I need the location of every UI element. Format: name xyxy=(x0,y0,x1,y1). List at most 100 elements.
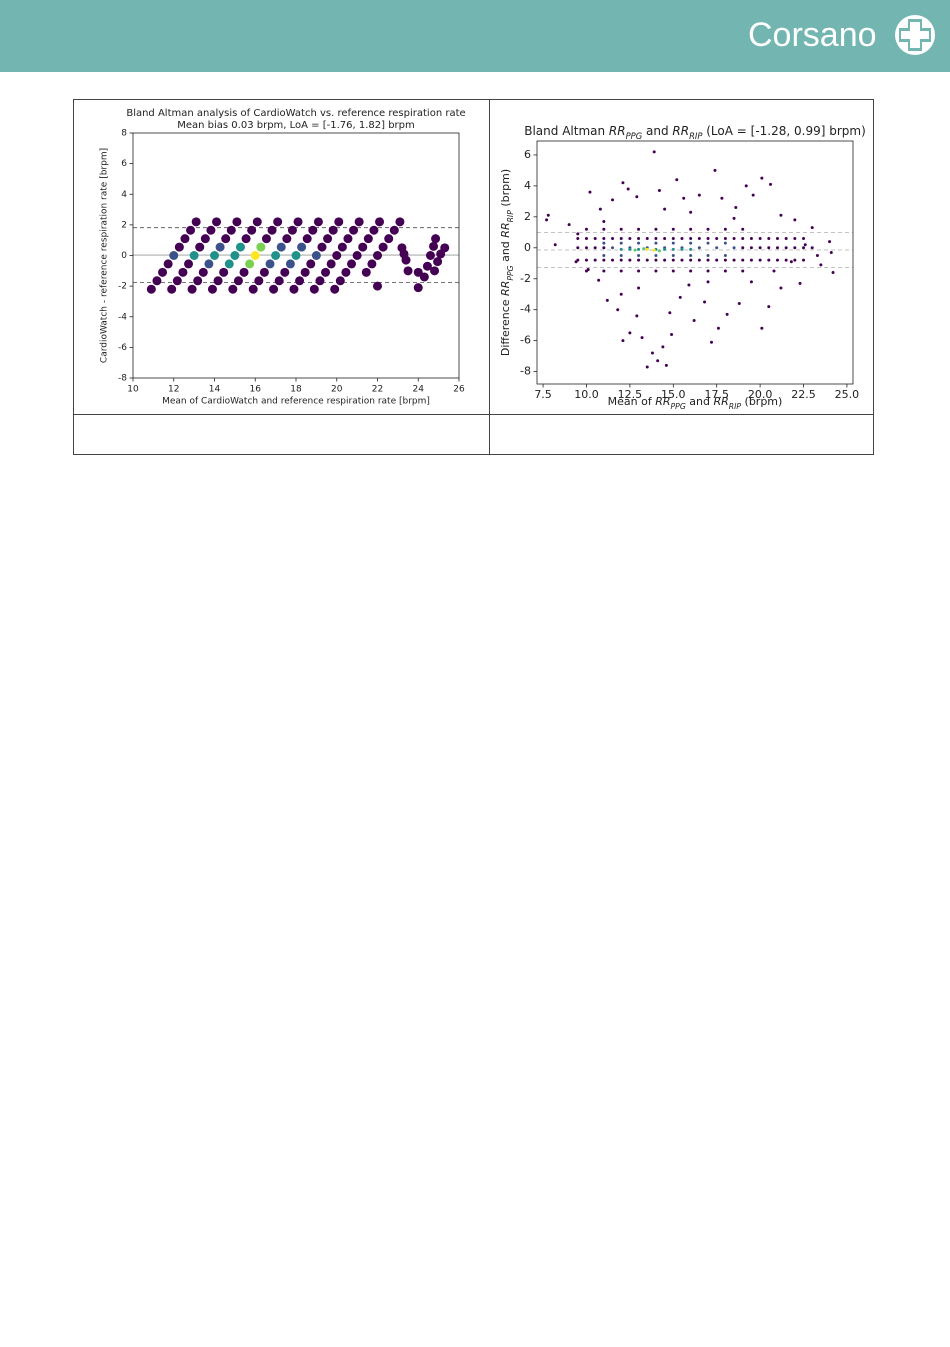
y-tick-label: -6 xyxy=(118,343,127,353)
scatter-point xyxy=(741,246,745,250)
scatter-point xyxy=(680,258,684,262)
scatter-point xyxy=(274,276,284,286)
scatter-point xyxy=(703,300,707,304)
scatter-point xyxy=(261,234,271,244)
scatter-point xyxy=(212,217,222,227)
scatter-point xyxy=(656,359,660,363)
scatter-point xyxy=(602,269,606,273)
scatter-point xyxy=(273,217,283,227)
scatter-point xyxy=(715,258,719,262)
scatter-point xyxy=(663,247,667,251)
scatter-point xyxy=(654,227,658,231)
scatter-point xyxy=(265,259,275,269)
scatter-point xyxy=(215,242,225,252)
scatter-point xyxy=(373,281,382,291)
scatter-point xyxy=(637,241,641,245)
scatter-point xyxy=(198,267,208,277)
scatter-point xyxy=(311,251,321,260)
scatter-point xyxy=(343,234,353,244)
x-axis-label: Mean of CardioWatch and reference respir… xyxy=(162,397,430,407)
scatter-point xyxy=(271,251,281,260)
scatter-point xyxy=(335,276,345,286)
scatter-point xyxy=(635,314,639,318)
scatter-point xyxy=(186,225,196,235)
scatter-point xyxy=(361,267,371,277)
x-axis-label: Mean of RRPPG and RRRIP (brpm) xyxy=(608,395,783,411)
scatter-point xyxy=(425,251,435,260)
plot-frame xyxy=(536,140,854,385)
scatter-point xyxy=(375,217,385,227)
scatter-point xyxy=(163,259,173,269)
scatter-point xyxy=(413,283,423,293)
text-part: RIP xyxy=(729,402,742,411)
scatter-point xyxy=(760,326,764,330)
scatter-point xyxy=(602,237,606,241)
scatter-point xyxy=(369,225,379,235)
scatter-point xyxy=(384,234,394,244)
scatter-point xyxy=(395,217,405,227)
scatter-point xyxy=(668,311,672,315)
scatter-point xyxy=(671,237,675,241)
scatter-point xyxy=(247,225,257,235)
scatter-point xyxy=(697,258,701,262)
scatter-point xyxy=(637,227,641,231)
scatter-point xyxy=(429,241,439,251)
scatter-point xyxy=(645,247,649,251)
scatter-point xyxy=(187,284,197,294)
scatter-point xyxy=(285,259,295,269)
scatter-point xyxy=(373,251,382,260)
scatter-point xyxy=(645,258,649,262)
scatter-point xyxy=(749,246,753,250)
scatter-point xyxy=(250,251,260,260)
scatter-point xyxy=(228,284,238,294)
y-tick-label: 2 xyxy=(121,220,127,230)
y-tick-label: -4 xyxy=(118,312,127,322)
scatter-point xyxy=(259,267,269,277)
scatter-point xyxy=(158,267,168,277)
scatter-point xyxy=(751,193,755,197)
scatter-point xyxy=(269,284,279,294)
scatter-point xyxy=(576,246,580,250)
scatter-point xyxy=(663,207,667,211)
y-axis-label: Difference RRPPG and RRRIP (brpm) xyxy=(499,169,515,356)
text-part: RR xyxy=(713,395,728,408)
scatter-point xyxy=(363,234,373,244)
scatter-point xyxy=(226,225,236,235)
scatter-point xyxy=(715,237,719,241)
scatter-point xyxy=(637,258,641,262)
scatter-point xyxy=(689,227,693,231)
text-part: Mean of xyxy=(608,395,656,408)
scatter-point xyxy=(775,258,779,262)
scatter-point xyxy=(680,237,684,241)
scatter-point xyxy=(784,246,788,250)
x-tick-label: 10.0 xyxy=(574,388,599,401)
scatter-point xyxy=(654,254,658,258)
scatter-point xyxy=(633,248,637,252)
scatter-point xyxy=(706,254,710,258)
scatter-point xyxy=(758,237,762,241)
scatter-point xyxy=(254,276,264,286)
scatter-point xyxy=(430,266,440,276)
text-part: and xyxy=(686,395,714,408)
scatter-point xyxy=(576,232,580,236)
scatter-point xyxy=(706,269,710,273)
scatter-point xyxy=(241,234,251,244)
scatter-point xyxy=(619,227,623,231)
x-tick-label: 10 xyxy=(127,385,139,395)
scatter-point xyxy=(637,286,641,290)
x-tick-label: 22.5 xyxy=(791,388,816,401)
scatter-point xyxy=(593,258,597,262)
text-part: (brpm) xyxy=(499,169,512,210)
scatter-point xyxy=(256,242,266,252)
scatter-point xyxy=(732,246,736,250)
scatter-point xyxy=(723,254,727,258)
scatter-point xyxy=(744,184,748,188)
scatter-point xyxy=(306,259,316,269)
scatter-point xyxy=(692,319,696,323)
scatter-point xyxy=(300,267,310,277)
x-tick-label: 15.0 xyxy=(661,388,686,401)
scatter-point xyxy=(230,251,240,260)
scatter-point xyxy=(553,243,557,247)
scatter-point xyxy=(619,258,623,262)
text-part: (brpm) xyxy=(741,395,782,408)
